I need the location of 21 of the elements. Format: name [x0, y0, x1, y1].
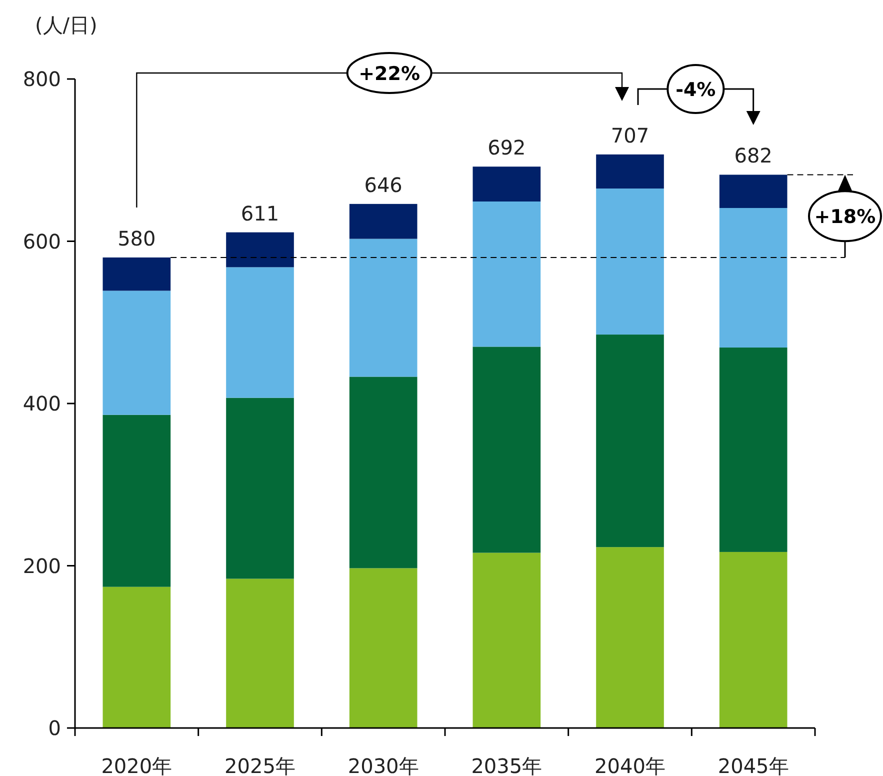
annotation: -4%: [676, 79, 716, 101]
x-tick-label: 2035年: [471, 754, 542, 776]
total-label: 707: [610, 123, 650, 148]
total-label: 682: [734, 144, 772, 168]
total-label: 692: [488, 136, 526, 160]
annotation: +18%: [814, 206, 876, 228]
y-tick-label: 0: [48, 716, 61, 740]
y-tick-label: 600: [22, 229, 61, 254]
total-label: 580: [118, 226, 156, 250]
y-tick-label: 400: [22, 392, 61, 416]
x-tick-label: 2045年: [718, 754, 789, 776]
x-tick-label: 2030年: [348, 754, 419, 776]
x-tick-label: 2020年: [101, 754, 172, 776]
y-tick-label: 200: [22, 554, 61, 578]
total-label: 646: [364, 172, 402, 197]
x-tick-label: 2040年: [594, 754, 666, 776]
y-tick-label: 800: [22, 67, 61, 91]
annotation: +22%: [358, 63, 420, 85]
y-axis-title: (人/日): [35, 13, 98, 37]
x-tick-label: 2025年: [224, 754, 296, 776]
total-label: 611: [240, 201, 280, 226]
